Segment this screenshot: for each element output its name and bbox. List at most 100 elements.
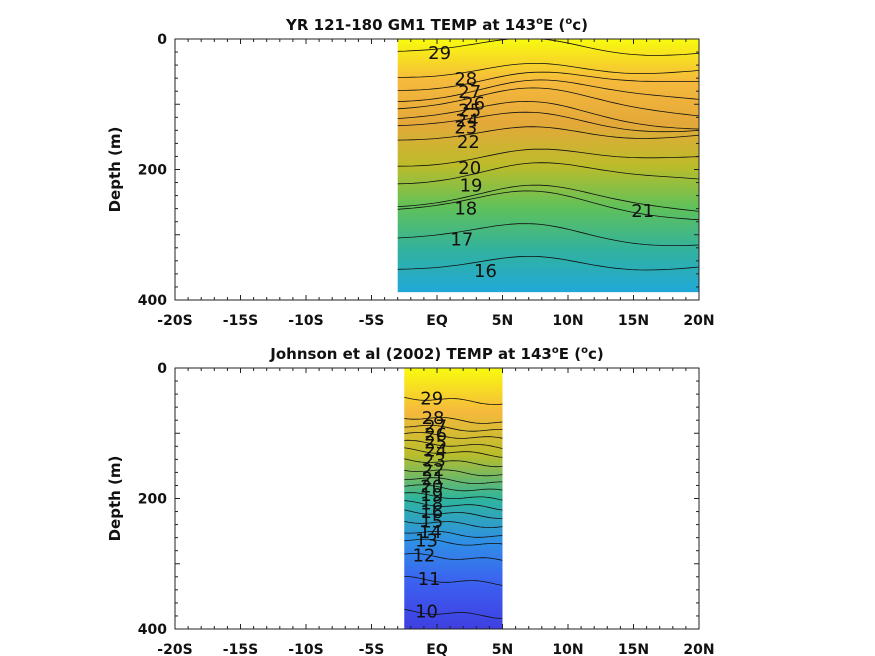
- contour-line: [397, 63, 700, 78]
- contour-label: 20: [458, 158, 481, 179]
- x-tick-label: -5S: [359, 642, 385, 656]
- contour-line: [397, 184, 700, 212]
- y-axis-label: Depth (m): [106, 456, 124, 542]
- contour-line: [404, 477, 503, 484]
- x-tick-label: -5S: [359, 313, 385, 329]
- x-tick-label: 20N: [683, 313, 714, 329]
- contour-label: 19: [420, 485, 443, 506]
- contour-line: [397, 126, 700, 141]
- contour-line: [404, 538, 503, 546]
- x-tick-label: 20N: [683, 642, 714, 656]
- contour-line: [404, 458, 503, 468]
- x-tick-label: 10N: [552, 313, 583, 329]
- x-tick-label: EQ: [426, 313, 448, 329]
- x-tick-label: 15N: [618, 313, 649, 329]
- contour-line: [404, 439, 503, 449]
- contour-label: 12: [412, 546, 435, 567]
- contour-line: [404, 417, 503, 424]
- contour-label: 29: [428, 43, 451, 64]
- contour-line: [404, 553, 503, 561]
- contour-label: 16: [420, 502, 443, 523]
- contour-label: 19: [460, 176, 483, 197]
- x-tick-label: -10S: [288, 313, 323, 329]
- x-tick-label: -20S: [157, 313, 192, 329]
- contour-label: 25: [424, 433, 447, 454]
- y-ticks: [175, 38, 699, 301]
- y-tick-label: 200: [138, 163, 167, 179]
- contour-label: 17: [450, 230, 473, 251]
- contour-lines: [404, 397, 503, 619]
- contour-label: 14: [419, 522, 442, 543]
- y-tick-label: 400: [138, 293, 167, 309]
- contour-line: [404, 432, 503, 439]
- contour-lines: [397, 38, 700, 271]
- contour-line: [404, 500, 503, 511]
- contour-label: 28: [422, 408, 445, 429]
- y-tick-label: 0: [157, 361, 167, 377]
- chart-title: Johnson et al (2002) TEMP at 143oE (oc): [269, 345, 603, 363]
- x-tick-label: 15N: [618, 642, 649, 656]
- y-tick-label: 0: [157, 32, 167, 48]
- contour-line: [397, 71, 699, 91]
- contour-line: [404, 484, 503, 492]
- x-tick-label: 5N: [492, 642, 513, 656]
- contour-label: 24: [456, 110, 479, 131]
- contour-label: 26: [462, 93, 485, 114]
- x-tick-label: 5N: [492, 313, 513, 329]
- contour-label: 25: [458, 100, 481, 121]
- chart-title: YR 121-180 GM1 TEMP at 143oE (oc): [285, 16, 588, 34]
- contour-label: 18: [454, 198, 477, 219]
- contour-label: 27: [424, 416, 447, 437]
- x-ticks: [174, 368, 700, 629]
- contour-line: [404, 469, 503, 477]
- contour-line: [397, 190, 700, 221]
- x-tick-label: EQ: [426, 642, 448, 656]
- contour-label: 10: [415, 602, 438, 623]
- contour-label: 22: [457, 132, 480, 153]
- contour-label: 18: [420, 493, 443, 514]
- contour-line: [404, 609, 503, 619]
- contour-label: 28: [454, 69, 477, 90]
- contour-line: [397, 162, 700, 185]
- contour-line: [397, 111, 700, 133]
- contour-label: 24: [424, 441, 447, 462]
- contour-line: [404, 521, 503, 529]
- contour-line: [397, 87, 700, 117]
- contour-label: 23: [454, 117, 477, 138]
- contour-line: [397, 100, 700, 130]
- contour-line: [404, 424, 503, 432]
- contour-fill: [397, 39, 699, 293]
- contour-label: 26: [424, 424, 447, 445]
- y-axis-label: Depth (m): [106, 127, 124, 213]
- contour-label: 29: [420, 388, 443, 409]
- x-ticks: [174, 39, 700, 300]
- contour-label: 21: [422, 469, 445, 490]
- contour-label: 15: [420, 512, 443, 533]
- contour-line: [397, 223, 700, 246]
- contour-label: 21: [631, 201, 654, 222]
- x-tick-label: -10S: [288, 642, 323, 656]
- contour-line: [404, 397, 503, 405]
- x-tick-label: 10N: [552, 642, 583, 656]
- contour-label: 23: [423, 450, 446, 471]
- contour-line: [397, 255, 700, 271]
- contour-label: 16: [474, 261, 497, 282]
- contour-label: 13: [415, 531, 438, 552]
- contour-line: [397, 79, 700, 102]
- contour-line: [404, 531, 503, 538]
- x-tick-label: -20S: [157, 642, 192, 656]
- contour-label: 11: [418, 569, 441, 590]
- y-ticks: [175, 367, 699, 630]
- contour-line: [404, 576, 503, 586]
- y-tick-label: 200: [138, 492, 167, 508]
- y-tick-label: 400: [138, 622, 167, 638]
- contour-label: 22: [422, 460, 445, 481]
- x-tick-label: -15S: [223, 642, 258, 656]
- contour-line: [397, 148, 700, 167]
- contour-line: [397, 38, 700, 56]
- contour-line: [404, 492, 503, 501]
- x-tick-label: -15S: [223, 313, 258, 329]
